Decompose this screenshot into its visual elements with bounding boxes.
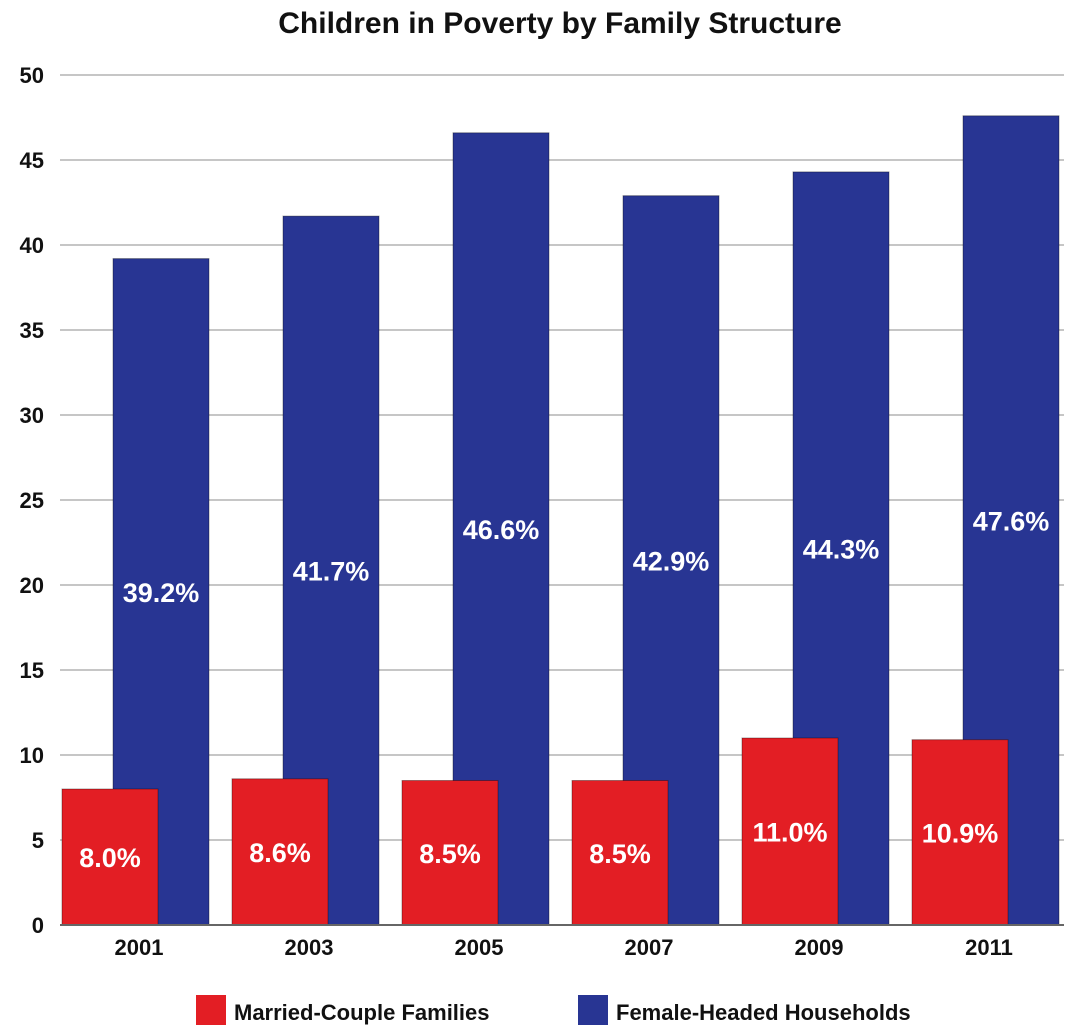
y-tick-label-40: 40 xyxy=(20,233,44,258)
legend-swatch-female-headed xyxy=(578,995,608,1025)
data-label-female-headed-2003: 41.7% xyxy=(293,557,370,587)
legend: Married-Couple Families Female-Headed Ho… xyxy=(196,995,911,1025)
data-label-female-headed-2005: 46.6% xyxy=(463,515,540,545)
x-tick-label-2005: 2005 xyxy=(455,935,504,960)
y-tick-label-0: 0 xyxy=(32,913,44,938)
data-label-female-headed-2011: 47.6% xyxy=(973,506,1050,536)
bar-married-couple-2005 xyxy=(401,780,499,926)
chart-title: Children in Poverty by Family Structure xyxy=(278,7,841,40)
data-label-female-headed-2001: 39.2% xyxy=(123,578,200,608)
y-tick-label-5: 5 xyxy=(32,828,44,853)
data-label-married-couple-2009: 11.0% xyxy=(752,818,827,848)
bar-married-couple-2001 xyxy=(61,788,159,926)
data-label-female-headed-2007: 42.9% xyxy=(633,546,710,576)
x-tick-label-2011: 2011 xyxy=(965,935,1013,960)
y-tick-label-30: 30 xyxy=(20,403,44,428)
data-label-married-couple-2001: 8.0% xyxy=(79,843,141,873)
y-tick-label-10: 10 xyxy=(20,743,44,768)
y-tick-label-15: 15 xyxy=(20,658,44,683)
data-label-married-couple-2003: 8.6% xyxy=(249,838,311,868)
legend-label-female-headed: Female-Headed Households xyxy=(616,1000,911,1025)
bars: 8.0% 8.6% 8.5% 8.5% 11.0% 10.9% 39.2% 41.7% 46.6… xyxy=(61,115,1060,926)
data-label-married-couple-2005: 8.5% xyxy=(419,839,481,869)
bar-married-couple-2009 xyxy=(741,737,839,926)
x-tick-label-2009: 2009 xyxy=(795,935,844,960)
x-tick-label-2001: 2001 xyxy=(115,935,164,960)
x-tick-label-2003: 2003 xyxy=(285,935,334,960)
y-tick-label-20: 20 xyxy=(20,573,44,598)
legend-label-married-couple: Married-Couple Families xyxy=(234,1000,490,1025)
data-label-female-headed-2009: 44.3% xyxy=(803,534,880,564)
gridlines: 0 5 10 15 20 25 30 35 40 45 50 xyxy=(20,63,1064,938)
data-label-married-couple-2011: 10.9% xyxy=(922,818,999,848)
y-tick-label-25: 25 xyxy=(20,488,44,513)
y-tick-label-45: 45 xyxy=(20,148,44,173)
y-tick-label-50: 50 xyxy=(20,63,44,88)
bar-married-couple-2011 xyxy=(911,739,1009,926)
x-axis-labels: 2001 2003 2005 2007 2009 2011 xyxy=(115,935,1013,960)
data-label-married-couple-2007: 8.5% xyxy=(589,839,651,869)
bar-married-couple-2003 xyxy=(231,778,329,926)
x-tick-label-2007: 2007 xyxy=(625,935,674,960)
legend-swatch-married-couple xyxy=(196,995,226,1025)
y-tick-label-35: 35 xyxy=(20,318,44,343)
